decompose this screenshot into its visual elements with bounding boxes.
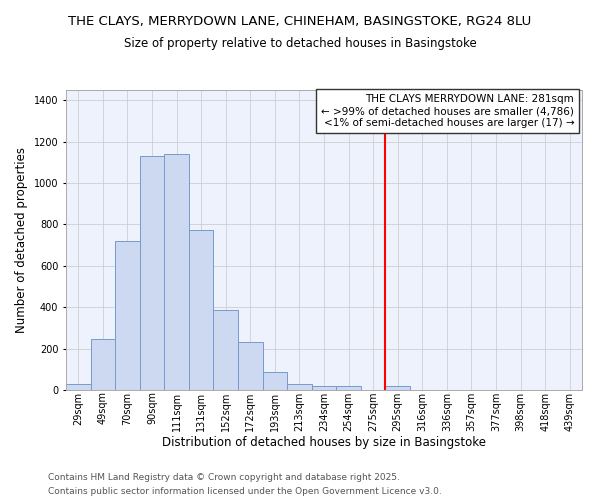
Text: Contains HM Land Registry data © Crown copyright and database right 2025.: Contains HM Land Registry data © Crown c…	[48, 472, 400, 482]
Text: THE CLAYS MERRYDOWN LANE: 281sqm
← >99% of detached houses are smaller (4,786)
<: THE CLAYS MERRYDOWN LANE: 281sqm ← >99% …	[322, 94, 574, 128]
Bar	[385, 386, 410, 390]
Bar	[312, 386, 336, 390]
X-axis label: Distribution of detached houses by size in Basingstoke: Distribution of detached houses by size …	[162, 436, 486, 450]
Bar	[263, 372, 287, 390]
Y-axis label: Number of detached properties: Number of detached properties	[15, 147, 28, 333]
Bar	[189, 230, 214, 390]
Bar	[336, 386, 361, 390]
Bar	[91, 340, 115, 390]
Bar	[140, 156, 164, 390]
Bar	[238, 342, 263, 390]
Bar	[115, 241, 140, 390]
Bar	[66, 384, 91, 390]
Text: THE CLAYS, MERRYDOWN LANE, CHINEHAM, BASINGSTOKE, RG24 8LU: THE CLAYS, MERRYDOWN LANE, CHINEHAM, BAS…	[68, 15, 532, 28]
Text: Contains public sector information licensed under the Open Government Licence v3: Contains public sector information licen…	[48, 488, 442, 496]
Text: Size of property relative to detached houses in Basingstoke: Size of property relative to detached ho…	[124, 38, 476, 51]
Bar	[164, 154, 189, 390]
Bar	[214, 310, 238, 390]
Bar	[287, 384, 312, 390]
